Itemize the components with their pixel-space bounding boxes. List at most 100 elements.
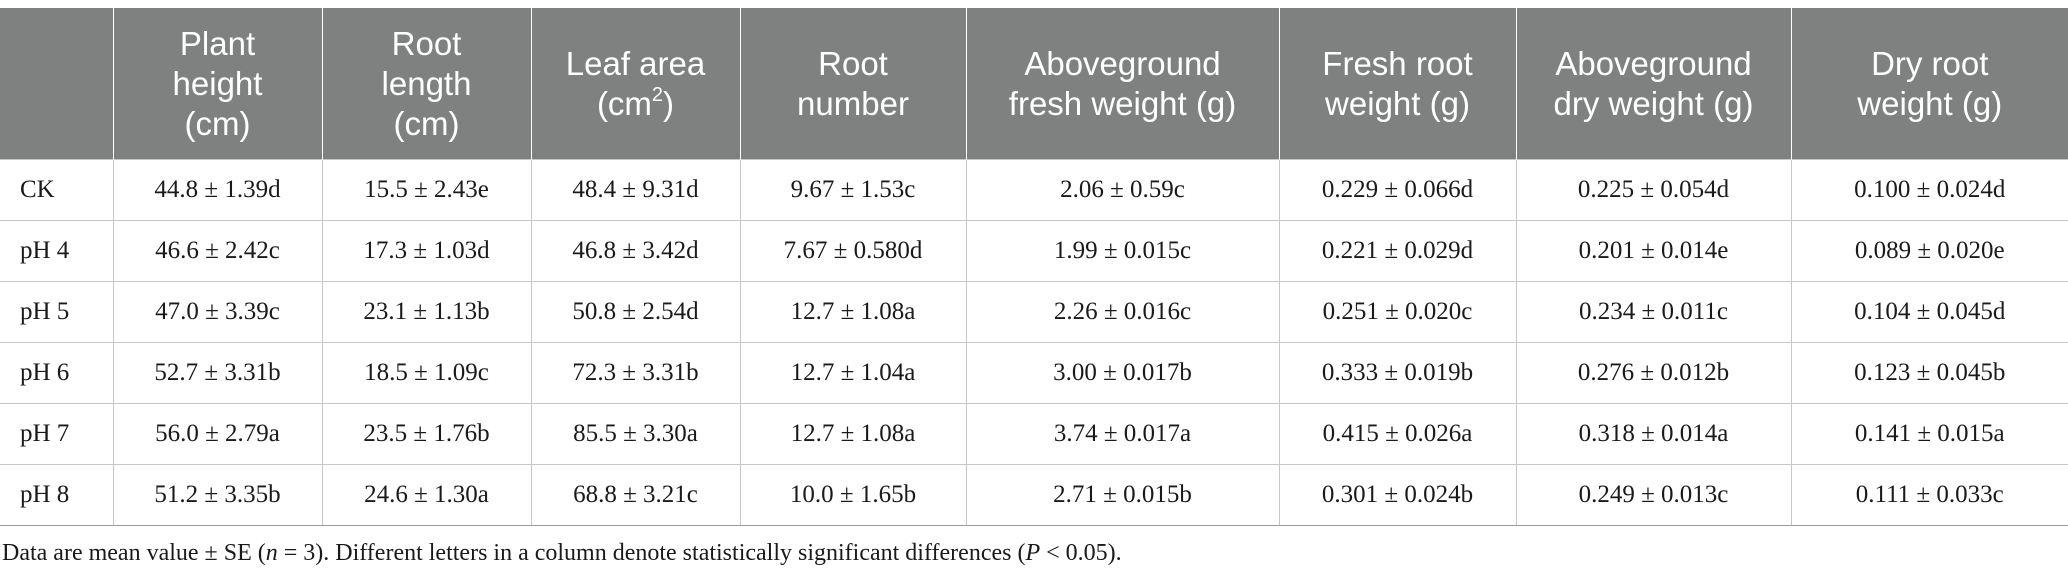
table-cell: 0.301 ± 0.024b	[1278, 464, 1517, 526]
table-cell: 12.7 ± 1.08a	[739, 281, 967, 343]
header-text: number	[797, 84, 909, 122]
header-text: fresh weight (g)	[1008, 84, 1237, 122]
table-cell: 51.2 ± 3.35b	[112, 464, 323, 526]
table-cell: 0.201 ± 0.014e	[1515, 220, 1792, 282]
table-cell: 0.123 ± 0.045b	[1790, 342, 2068, 404]
table-cell: 0.234 ± 0.011c	[1515, 281, 1792, 343]
table-cell: 1.99 ± 0.015c	[965, 220, 1280, 282]
data-table-container: Plant height (cm) Root length (cm) Leaf …	[0, 8, 2068, 526]
table-row: pH 8 51.2 ± 3.35b 24.6 ± 1.30a 68.8 ± 3.…	[0, 464, 2068, 526]
header-cell-blank	[0, 8, 114, 160]
footnote-n-symbol: n	[265, 540, 278, 566]
header-text-unit: (cm2)	[538, 84, 734, 124]
table-cell: 23.5 ± 1.76b	[321, 403, 532, 465]
table-footnote: Data are mean value ± SE (n = 3). Differ…	[2, 540, 1122, 567]
table-cell: 18.5 ± 1.09c	[321, 342, 532, 404]
table-cell: 44.8 ± 1.39d	[112, 159, 323, 221]
table-cell: 0.415 ± 0.026a	[1278, 403, 1517, 465]
table-cell: 9.67 ± 1.53c	[739, 159, 967, 221]
row-label: CK	[0, 159, 114, 221]
table-row: pH 4 46.6 ± 2.42c 17.3 ± 1.03d 46.8 ± 3.…	[0, 220, 2068, 282]
table-cell: 0.221 ± 0.029d	[1278, 220, 1517, 282]
table-row: pH 7 56.0 ± 2.79a 23.5 ± 1.76b 85.5 ± 3.…	[0, 403, 2068, 465]
header-text: (cm)	[393, 104, 460, 142]
table-cell: 0.276 ± 0.012b	[1515, 342, 1792, 404]
header-text: length	[381, 64, 472, 102]
table-cell: 0.249 ± 0.013c	[1515, 464, 1792, 526]
table-cell: 0.251 ± 0.020c	[1278, 281, 1517, 343]
header-text: Root	[391, 24, 462, 62]
header-root-number: Root number	[739, 8, 967, 160]
data-table: Plant height (cm) Root length (cm) Leaf …	[0, 8, 2068, 526]
table-cell: 52.7 ± 3.31b	[112, 342, 323, 404]
header-text: Fresh root	[1322, 44, 1473, 82]
table-cell: 48.4 ± 9.31d	[530, 159, 741, 221]
row-label: pH 8	[0, 464, 114, 526]
table-cell: 0.333 ± 0.019b	[1278, 342, 1517, 404]
table-cell: 47.0 ± 3.39c	[112, 281, 323, 343]
header-text: Dry root	[1871, 44, 1989, 82]
table-cell: 85.5 ± 3.30a	[530, 403, 741, 465]
table-cell: 46.8 ± 3.42d	[530, 220, 741, 282]
footnote-text: Data are mean value ± SE (	[2, 540, 266, 566]
table-cell: 7.67 ± 0.580d	[739, 220, 967, 282]
header-aboveground-fresh-weight: Aboveground fresh weight (g)	[965, 8, 1280, 160]
table-cell: 17.3 ± 1.03d	[321, 220, 532, 282]
table-row: CK 44.8 ± 1.39d 15.5 ± 2.43e 48.4 ± 9.31…	[0, 159, 2068, 221]
table-cell: 3.74 ± 0.017a	[965, 403, 1280, 465]
table-header: Plant height (cm) Root length (cm) Leaf …	[0, 8, 2068, 160]
header-root-length: Root length (cm)	[321, 8, 532, 160]
table-cell: 72.3 ± 3.31b	[530, 342, 741, 404]
table-cell: 68.8 ± 3.21c	[530, 464, 741, 526]
row-label: pH 7	[0, 403, 114, 465]
table-row: pH 5 47.0 ± 3.39c 23.1 ± 1.13b 50.8 ± 2.…	[0, 281, 2068, 343]
table-cell: 0.100 ± 0.024d	[1790, 159, 2068, 221]
unit-close: )	[663, 84, 675, 122]
table-body: CK 44.8 ± 1.39d 15.5 ± 2.43e 48.4 ± 9.31…	[0, 159, 2068, 526]
header-plant-height: Plant height (cm)	[112, 8, 323, 160]
header-text: Leaf area	[565, 44, 706, 82]
table-cell: 0.089 ± 0.020e	[1790, 220, 2068, 282]
table-cell: 0.111 ± 0.033c	[1790, 464, 2068, 526]
table-row: pH 6 52.7 ± 3.31b 18.5 ± 1.09c 72.3 ± 3.…	[0, 342, 2068, 404]
table-cell: 10.0 ± 1.65b	[739, 464, 967, 526]
table-cell: 12.7 ± 1.08a	[739, 403, 967, 465]
header-aboveground-dry-weight: Aboveground dry weight (g)	[1515, 8, 1792, 160]
unit-superscript: 2	[651, 83, 664, 106]
table-cell: 56.0 ± 2.79a	[112, 403, 323, 465]
row-label: pH 5	[0, 281, 114, 343]
footnote-p-symbol: P	[1025, 540, 1041, 566]
table-cell: 0.225 ± 0.054d	[1515, 159, 1792, 221]
header-text: height	[172, 64, 263, 102]
table-cell: 0.104 ± 0.045d	[1790, 281, 2068, 343]
row-label: pH 6	[0, 342, 114, 404]
header-dry-root-weight: Dry root weight (g)	[1790, 8, 2068, 160]
footnote-text: < 0.05).	[1040, 540, 1122, 566]
header-fresh-root-weight: Fresh root weight (g)	[1278, 8, 1517, 160]
header-leaf-area: Leaf area (cm2)	[530, 8, 741, 160]
header-text: (cm)	[184, 104, 251, 142]
table-cell: 3.00 ± 0.017b	[965, 342, 1280, 404]
header-row: Plant height (cm) Root length (cm) Leaf …	[0, 8, 2068, 160]
table-cell: 2.71 ± 0.015b	[965, 464, 1280, 526]
table-cell: 50.8 ± 2.54d	[530, 281, 741, 343]
table-cell: 0.229 ± 0.066d	[1278, 159, 1517, 221]
table-cell: 2.26 ± 0.016c	[965, 281, 1280, 343]
table-cell: 12.7 ± 1.04a	[739, 342, 967, 404]
table-cell: 2.06 ± 0.59c	[965, 159, 1280, 221]
table-cell: 24.6 ± 1.30a	[321, 464, 532, 526]
header-text: Root	[818, 44, 888, 82]
table-cell: 15.5 ± 2.43e	[321, 159, 532, 221]
header-text: weight (g)	[1325, 84, 1470, 122]
header-text: Plant	[179, 24, 256, 62]
unit-base: (cm	[596, 84, 652, 122]
table-cell: 0.141 ± 0.015a	[1790, 403, 2068, 465]
header-text: Aboveground	[1555, 44, 1752, 82]
header-text: Aboveground	[1024, 44, 1221, 82]
header-text: dry weight (g)	[1553, 84, 1754, 122]
table-cell: 0.318 ± 0.014a	[1515, 403, 1792, 465]
header-text: weight (g)	[1857, 84, 2003, 122]
table-cell: 23.1 ± 1.13b	[321, 281, 532, 343]
footnote-text: = 3). Different letters in a column deno…	[277, 540, 1026, 566]
row-label: pH 4	[0, 220, 114, 282]
